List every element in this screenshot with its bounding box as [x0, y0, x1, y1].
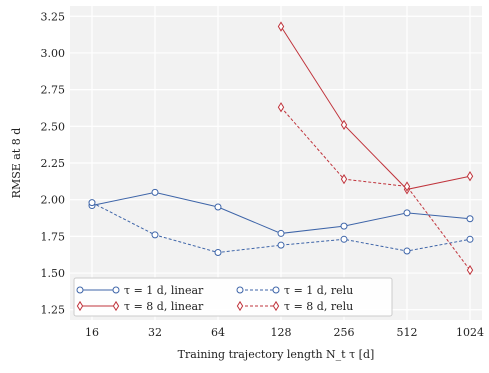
data-point	[277, 241, 285, 249]
data-point	[466, 215, 474, 223]
series-group	[277, 21, 474, 195]
data-point	[214, 203, 222, 211]
legend-entry: τ = 1 d, linear	[76, 284, 204, 297]
legend-marker	[236, 286, 244, 294]
y-axis-label: RMSE at 8 d	[10, 128, 23, 199]
y-tick-label: 1.75	[41, 230, 66, 243]
legend-entry: τ = 8 d, linear	[76, 300, 204, 313]
data-point	[403, 247, 411, 255]
data-point	[466, 235, 474, 243]
legend-marker	[272, 286, 280, 294]
y-tick-label: 2.25	[41, 157, 66, 170]
series-line	[280, 26, 471, 190]
data-point	[151, 231, 159, 239]
data-point	[277, 229, 285, 237]
legend: τ = 1 d, linear τ = 1 d, relu τ = 8 d, lin…	[73, 277, 393, 317]
series-layer	[88, 21, 474, 276]
grid	[70, 6, 482, 320]
legend-label: τ = 8 d, linear	[124, 300, 204, 313]
x-tick-label: 512	[397, 326, 418, 339]
legend-entry: τ = 1 d, relu	[236, 284, 353, 297]
data-point	[403, 181, 411, 192]
data-point	[151, 188, 159, 196]
y-tick-label: 3.25	[41, 10, 66, 23]
data-point	[466, 264, 474, 276]
data-point	[466, 171, 474, 182]
data-point	[340, 119, 348, 130]
legend-marker	[236, 300, 244, 312]
y-tick-label: 2.00	[41, 194, 66, 207]
data-point	[340, 222, 348, 230]
legend-label: τ = 1 d, linear	[124, 284, 204, 297]
ticks: 16 32 64 128 256 512 1024 1.25 1.50 1.75 2.00 2.25 2…	[41, 10, 485, 339]
data-point	[340, 173, 348, 185]
x-tick-label: 64	[211, 326, 225, 339]
legend-marker	[112, 286, 120, 294]
legend-label: τ = 8 d, relu	[284, 300, 353, 313]
legend-marker	[112, 300, 120, 312]
data-point	[277, 102, 285, 113]
data-point	[403, 209, 411, 217]
series-group	[88, 199, 474, 257]
legend-box	[73, 277, 393, 317]
data-point	[88, 199, 96, 207]
x-tick-label: 1024	[456, 326, 484, 339]
x-axis-label: Training trajectory length N_t τ [d]	[178, 348, 375, 361]
data-point	[277, 21, 285, 32]
legend-marker	[76, 286, 84, 294]
y-tick-label: 3.00	[41, 47, 66, 60]
y-tick-label: 2.75	[41, 84, 66, 97]
series-line	[280, 106, 471, 271]
series-group	[88, 188, 474, 237]
x-tick-label: 32	[148, 326, 162, 339]
legend-label: τ = 1 d, relu	[284, 284, 353, 297]
legend-marker	[76, 300, 84, 312]
x-tick-label: 128	[271, 326, 292, 339]
data-point	[214, 249, 222, 257]
y-tick-label: 2.50	[41, 120, 66, 133]
x-tick-label: 256	[334, 326, 355, 339]
x-tick-label: 16	[85, 326, 99, 339]
y-tick-label: 1.25	[41, 304, 66, 317]
legend-marker	[272, 300, 280, 312]
series-group	[277, 102, 474, 276]
data-point	[340, 235, 348, 243]
legend-entry: τ = 8 d, relu	[236, 300, 353, 313]
y-tick-label: 1.50	[41, 267, 66, 280]
